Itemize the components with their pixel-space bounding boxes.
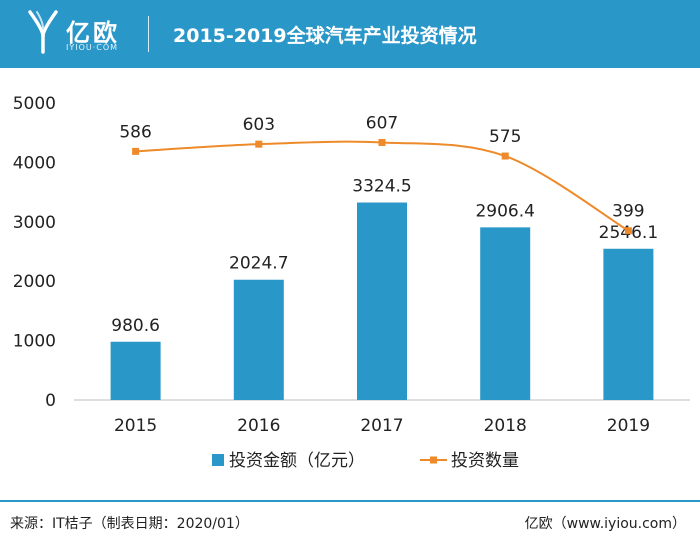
count-point-2018 bbox=[501, 152, 509, 160]
count-value-label: 603 bbox=[243, 115, 275, 135]
investment-chart: 0 1000 2000 3000 4000 5000 2015 2016 2017 2018 201… bbox=[13, 94, 690, 471]
page-title: 2015-2019全球汽车产业投资情况 bbox=[173, 25, 477, 47]
logo-text-cn: 亿欧 bbox=[66, 19, 120, 47]
count-point-2019 bbox=[624, 227, 632, 235]
y-tick-label: 0 bbox=[45, 391, 56, 411]
y-tick-label: 1000 bbox=[13, 332, 56, 352]
count-point-2016 bbox=[255, 140, 263, 148]
y-tick-label: 2000 bbox=[13, 272, 56, 292]
x-tick-label: 2017 bbox=[360, 416, 403, 436]
y-tick-label: 3000 bbox=[13, 213, 56, 233]
x-tick-label: 2019 bbox=[607, 416, 650, 436]
bar-2017 bbox=[357, 202, 407, 400]
count-point-2015 bbox=[132, 147, 140, 155]
logo-text-en: IYIOU·COM bbox=[66, 43, 119, 52]
iyiou-logo: 亿欧 IYIOU·COM bbox=[28, 8, 138, 60]
footer-divider bbox=[0, 500, 700, 502]
bar-2016 bbox=[233, 279, 284, 400]
bar-2015 bbox=[110, 341, 161, 400]
bar-value-label: 2906.4 bbox=[475, 201, 534, 221]
bar-2019 bbox=[603, 248, 654, 400]
y-tick-label: 5000 bbox=[13, 94, 56, 114]
chart-legend: 投资金额（亿元） 投资数量 bbox=[212, 451, 519, 471]
bar-value-label: 3324.5 bbox=[352, 177, 411, 197]
bar-value-label: 980.6 bbox=[111, 316, 160, 336]
legend-line-marker bbox=[430, 456, 437, 464]
count-value-label: 575 bbox=[489, 127, 521, 147]
logo-mark-icon bbox=[28, 10, 58, 54]
count-value-label: 586 bbox=[119, 122, 151, 142]
header-banner: 亿欧 IYIOU·COM 2015-2019全球汽车产业投资情况 bbox=[0, 0, 700, 68]
x-tick-label: 2018 bbox=[484, 416, 527, 436]
bar-value-label: 2024.7 bbox=[229, 254, 288, 274]
axis-layer: 0 1000 2000 3000 4000 5000 2015 2016 2017 2018 201… bbox=[13, 94, 690, 436]
y-tick-label: 4000 bbox=[13, 153, 56, 173]
legend-line-label: 投资数量 bbox=[451, 451, 519, 471]
count-value-label: 399 bbox=[612, 202, 644, 222]
source-note: 来源：IT桔子（制表日期：2020/01） bbox=[10, 516, 249, 532]
legend-bar-label: 投资金额（亿元） bbox=[229, 451, 365, 471]
x-tick-label: 2016 bbox=[237, 416, 280, 436]
header-divider bbox=[148, 16, 149, 52]
count-point-2017 bbox=[378, 138, 386, 146]
bar-2018 bbox=[480, 227, 531, 400]
count-value-label: 607 bbox=[366, 113, 398, 133]
site-credit: 亿欧（www.iyiou.com） bbox=[524, 516, 686, 532]
legend-bar-swatch bbox=[212, 454, 224, 466]
x-tick-label: 2015 bbox=[114, 416, 157, 436]
line-series-layer: 586 603 607 575 399 bbox=[119, 113, 645, 235]
